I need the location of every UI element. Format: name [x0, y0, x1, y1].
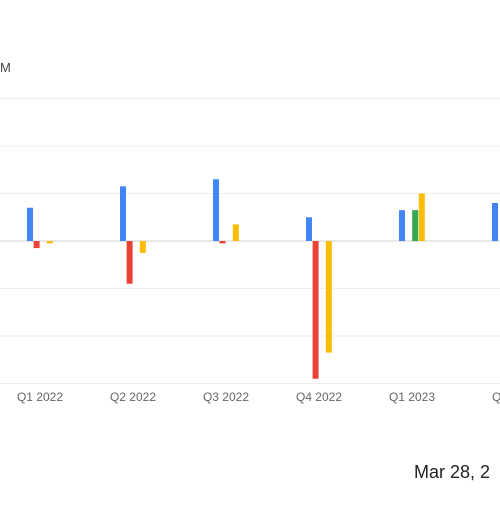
- x-tick-label: Q1 2023: [389, 390, 435, 404]
- bar-q3-2022-s2: [219, 241, 226, 244]
- x-tick-label: Q1 2022: [17, 390, 63, 404]
- bar-q1-2023-s3: [412, 210, 419, 241]
- x-tick-label: Q2 2: [492, 390, 500, 404]
- bar-q2-2022-s4: [139, 241, 146, 253]
- bar-q3-2022-s4: [232, 224, 239, 241]
- bar-q3-2022-s1: [213, 179, 219, 241]
- bar-q2-2-s1: [492, 203, 498, 241]
- bar-q1-2022-s2: [33, 241, 40, 249]
- bar-q4-2022-s1: [306, 217, 312, 241]
- bar-q1-2023-s1: [399, 210, 405, 241]
- bar-q2-2022-s1: [120, 186, 126, 241]
- x-tick-label: Q3 2022: [203, 390, 249, 404]
- bar-q4-2022-s2: [312, 241, 319, 379]
- bar-q1-2022-s1: [27, 207, 33, 241]
- bar-q1-2022-s4: [46, 241, 53, 244]
- x-tick-label: Q2 2022: [110, 390, 156, 404]
- bar-q4-2022-s4: [325, 241, 332, 353]
- bar-q2-2022-s2: [126, 241, 133, 284]
- bar-q1-2023-s4: [418, 193, 425, 241]
- unit-label: M: [0, 60, 11, 75]
- x-tick-label: Q4 2022: [296, 390, 342, 404]
- date-label: Mar 28, 2: [414, 462, 491, 482]
